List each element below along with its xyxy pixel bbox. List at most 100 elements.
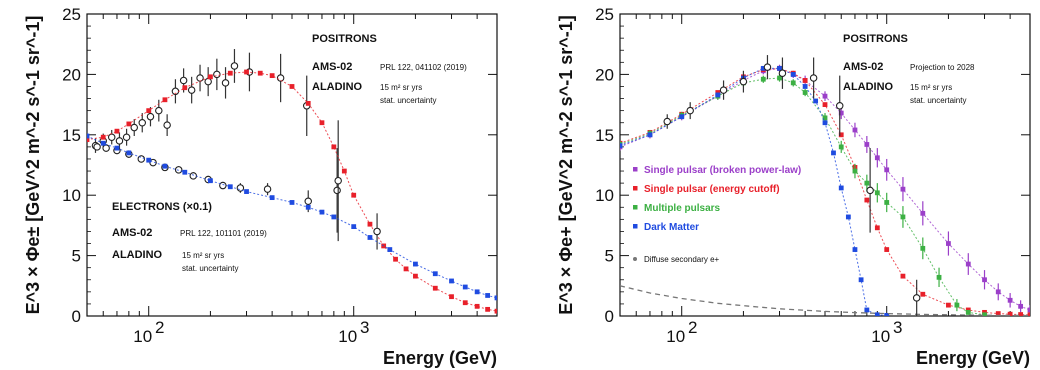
data-point (900, 273, 906, 279)
data-point (802, 90, 808, 95)
data-point (845, 214, 851, 220)
data-point (187, 86, 196, 94)
legend-entry: Single pulsar (energy cutoff) (644, 184, 780, 195)
data-point (852, 168, 858, 174)
x-tick-label: 10 (666, 327, 685, 346)
data-point (982, 312, 987, 316)
x-tick-label: 10 (133, 327, 152, 346)
data-point (884, 200, 890, 205)
data-point (777, 65, 782, 71)
data-point (936, 274, 942, 280)
data-point (884, 312, 890, 316)
y-tick-label: 15 (595, 126, 614, 145)
data-point (146, 112, 155, 121)
data-point (319, 120, 325, 126)
data-point (219, 181, 227, 190)
data-point (304, 197, 312, 205)
legend-aladino-electrons: ALADINO (112, 249, 163, 261)
data-point (995, 289, 1001, 295)
data-point (289, 200, 295, 205)
x-axis-label: Energy (GeV) (916, 348, 1030, 368)
data-point (1027, 307, 1030, 313)
data-point (900, 214, 906, 220)
data-point (462, 284, 468, 290)
legend-entry: Diffuse secondary e+ (644, 255, 720, 264)
data-point (778, 69, 787, 77)
data-point (387, 247, 393, 252)
y-tick-label: 5 (605, 247, 614, 266)
data-point (474, 289, 480, 295)
data-point (831, 150, 836, 156)
data-point (334, 176, 342, 185)
data-point (920, 245, 926, 251)
data-point (1018, 312, 1024, 316)
legend-positrons-header: POSITRONS (843, 33, 908, 45)
data-point (858, 277, 864, 283)
x-tick-exponent: 3 (360, 318, 369, 337)
data-point (884, 247, 890, 252)
legend-aladino: ALADINO (843, 81, 894, 93)
data-point (719, 86, 728, 94)
legend-positrons-header: POSITRONS (312, 33, 377, 45)
data-point (874, 312, 880, 316)
data-point (866, 186, 874, 195)
data-point (196, 74, 204, 82)
data-point (802, 78, 808, 83)
series-diffuse-secondary-e- (620, 285, 1030, 316)
data-point (835, 102, 844, 110)
legend-ams-positrons: AMS-02 (843, 61, 883, 73)
data-point (305, 100, 311, 106)
data-point (87, 137, 90, 143)
series-aladino-electrons-x0-1- (87, 133, 497, 301)
data-point (367, 221, 373, 227)
data-point (319, 209, 325, 215)
data-point (413, 273, 418, 279)
data-point (163, 121, 171, 129)
data-point (373, 227, 381, 236)
data-point (884, 167, 890, 173)
data-point (715, 92, 721, 98)
data-point (276, 74, 285, 82)
y-tick-label: 20 (595, 65, 614, 84)
data-point (763, 63, 772, 71)
data-point (494, 308, 497, 314)
y-tick-label: 10 (62, 186, 81, 205)
data-point (263, 185, 272, 193)
legend-stat: stat. uncertainty (910, 96, 966, 105)
data-point (208, 74, 213, 80)
data-point (189, 172, 198, 180)
data-point (227, 184, 233, 190)
series-line (620, 77, 985, 316)
series-multiple-pulsars (620, 74, 987, 316)
legend-ams-electrons: AMS-02 (112, 227, 152, 239)
data-point (790, 80, 796, 86)
data-point (269, 195, 275, 201)
data-point (107, 133, 116, 141)
data-point (777, 75, 782, 81)
data-point (485, 293, 491, 298)
data-point (852, 247, 858, 252)
data-point (351, 224, 357, 230)
data-point (864, 142, 870, 147)
data-point (663, 117, 671, 126)
data-point (146, 157, 152, 163)
data-point (213, 70, 221, 79)
data-point (432, 271, 438, 277)
data-point (946, 241, 951, 246)
data-point (179, 76, 188, 85)
data-point (474, 303, 480, 309)
legend-entry: Dark Matter (644, 222, 699, 233)
data-point (647, 132, 653, 138)
data-point (965, 309, 971, 315)
data-point (449, 294, 454, 300)
data-point (244, 189, 249, 194)
x-tick-label: 10 (871, 327, 890, 346)
data-point (204, 77, 212, 86)
data-point (115, 137, 124, 145)
data-point (822, 102, 828, 107)
data-point (162, 163, 168, 169)
plot-area (620, 55, 1030, 316)
data-point (838, 132, 844, 138)
legend-exposure: 15 m² sr yrs (910, 83, 952, 92)
